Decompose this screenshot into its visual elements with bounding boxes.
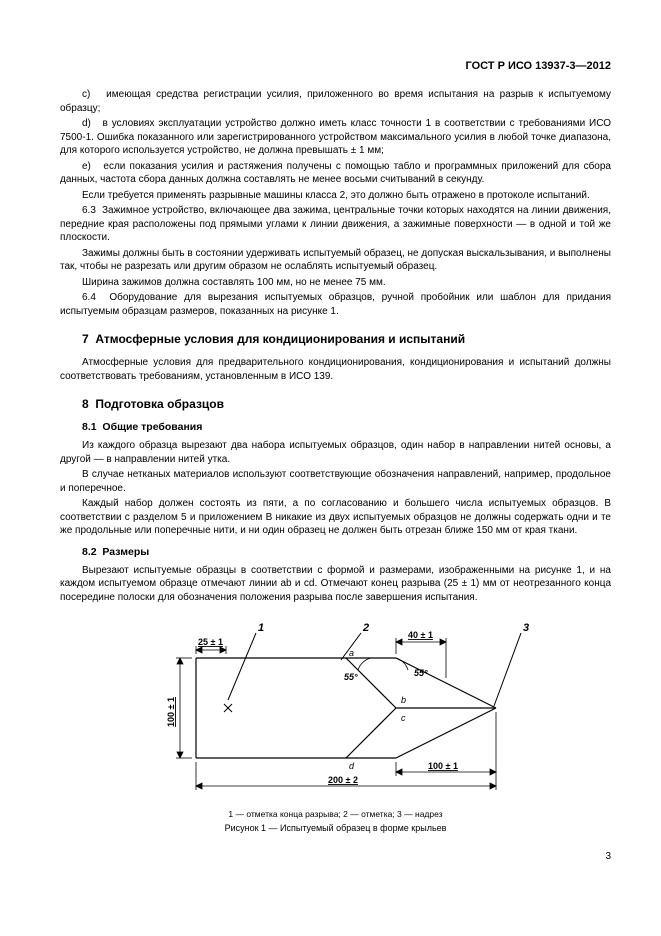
section-8-title: 8 Подготовка образцов: [82, 397, 611, 411]
figure-1: 55° 55° a b c d 1 2 3: [60, 618, 611, 833]
section-8-2-p: Вырезают испытуемые образцы в соответств…: [60, 564, 611, 605]
callout-3: 3: [523, 622, 529, 634]
para-6-3b: Зажимы должны быть в состоянии удерживат…: [60, 247, 611, 274]
section-8-1-title: 8.1 Общие требования: [82, 421, 611, 433]
dim-200: 200 ± 2: [328, 775, 358, 785]
page: ГОСТ Р ИСО 13937-3—2012 c) имеющая средс…: [0, 0, 661, 892]
para-e-note: Если требуется применять разрывные машин…: [60, 189, 611, 203]
point-b: b: [401, 695, 406, 705]
figure-legend: 1 — отметка конца разрыва; 2 — отметка; …: [60, 809, 611, 819]
dim-40: 40 ± 1: [408, 630, 433, 640]
para-6-4: 6.4 Оборудование для вырезания испытуемы…: [60, 291, 611, 318]
page-number: 3: [60, 851, 611, 862]
dim-100v: 100 ± 1: [166, 697, 176, 727]
point-c: c: [401, 713, 406, 723]
specimen-diagram: 55° 55° a b c d 1 2 3: [126, 618, 546, 798]
angle-55-right: 55°: [414, 668, 428, 678]
dim-100h: 100 ± 1: [428, 761, 458, 771]
angle-55-left: 55°: [344, 672, 358, 682]
section-8-2-title: 8.2 Размеры: [82, 546, 611, 558]
para-6-3: 6.3 Зажимное устройство, включающее два …: [60, 204, 611, 245]
para-e: e) если показания усилия и растяжения по…: [60, 160, 611, 187]
para-6-3c: Ширина зажимов должна составлять 100 мм,…: [60, 276, 611, 290]
callout-1: 1: [258, 622, 264, 634]
point-d: d: [349, 761, 355, 771]
section-8-1-p1: Из каждого образца вырезают два набора и…: [60, 439, 611, 466]
callout-2: 2: [362, 622, 369, 634]
para-c: c) имеющая средства регистрации усилия, …: [60, 88, 611, 115]
section-8-1-p3: Каждый набор должен состоять из пяти, а …: [60, 497, 611, 538]
para-d: d) в условиях эксплуатации устройство до…: [60, 117, 611, 158]
section-7-para: Атмосферные условия для предварительного…: [60, 356, 611, 383]
dim-25: 25 ± 1: [198, 637, 223, 647]
document-code: ГОСТ Р ИСО 13937-3—2012: [60, 60, 611, 72]
section-8-1-p2: В случае нетканых материалов используют …: [60, 468, 611, 495]
point-a: a: [349, 648, 354, 658]
figure-caption: Рисунок 1 — Испытуемый образец в форме к…: [60, 823, 611, 833]
section-7-title: 7 Атмосферные условия для кондиционирова…: [82, 332, 611, 346]
